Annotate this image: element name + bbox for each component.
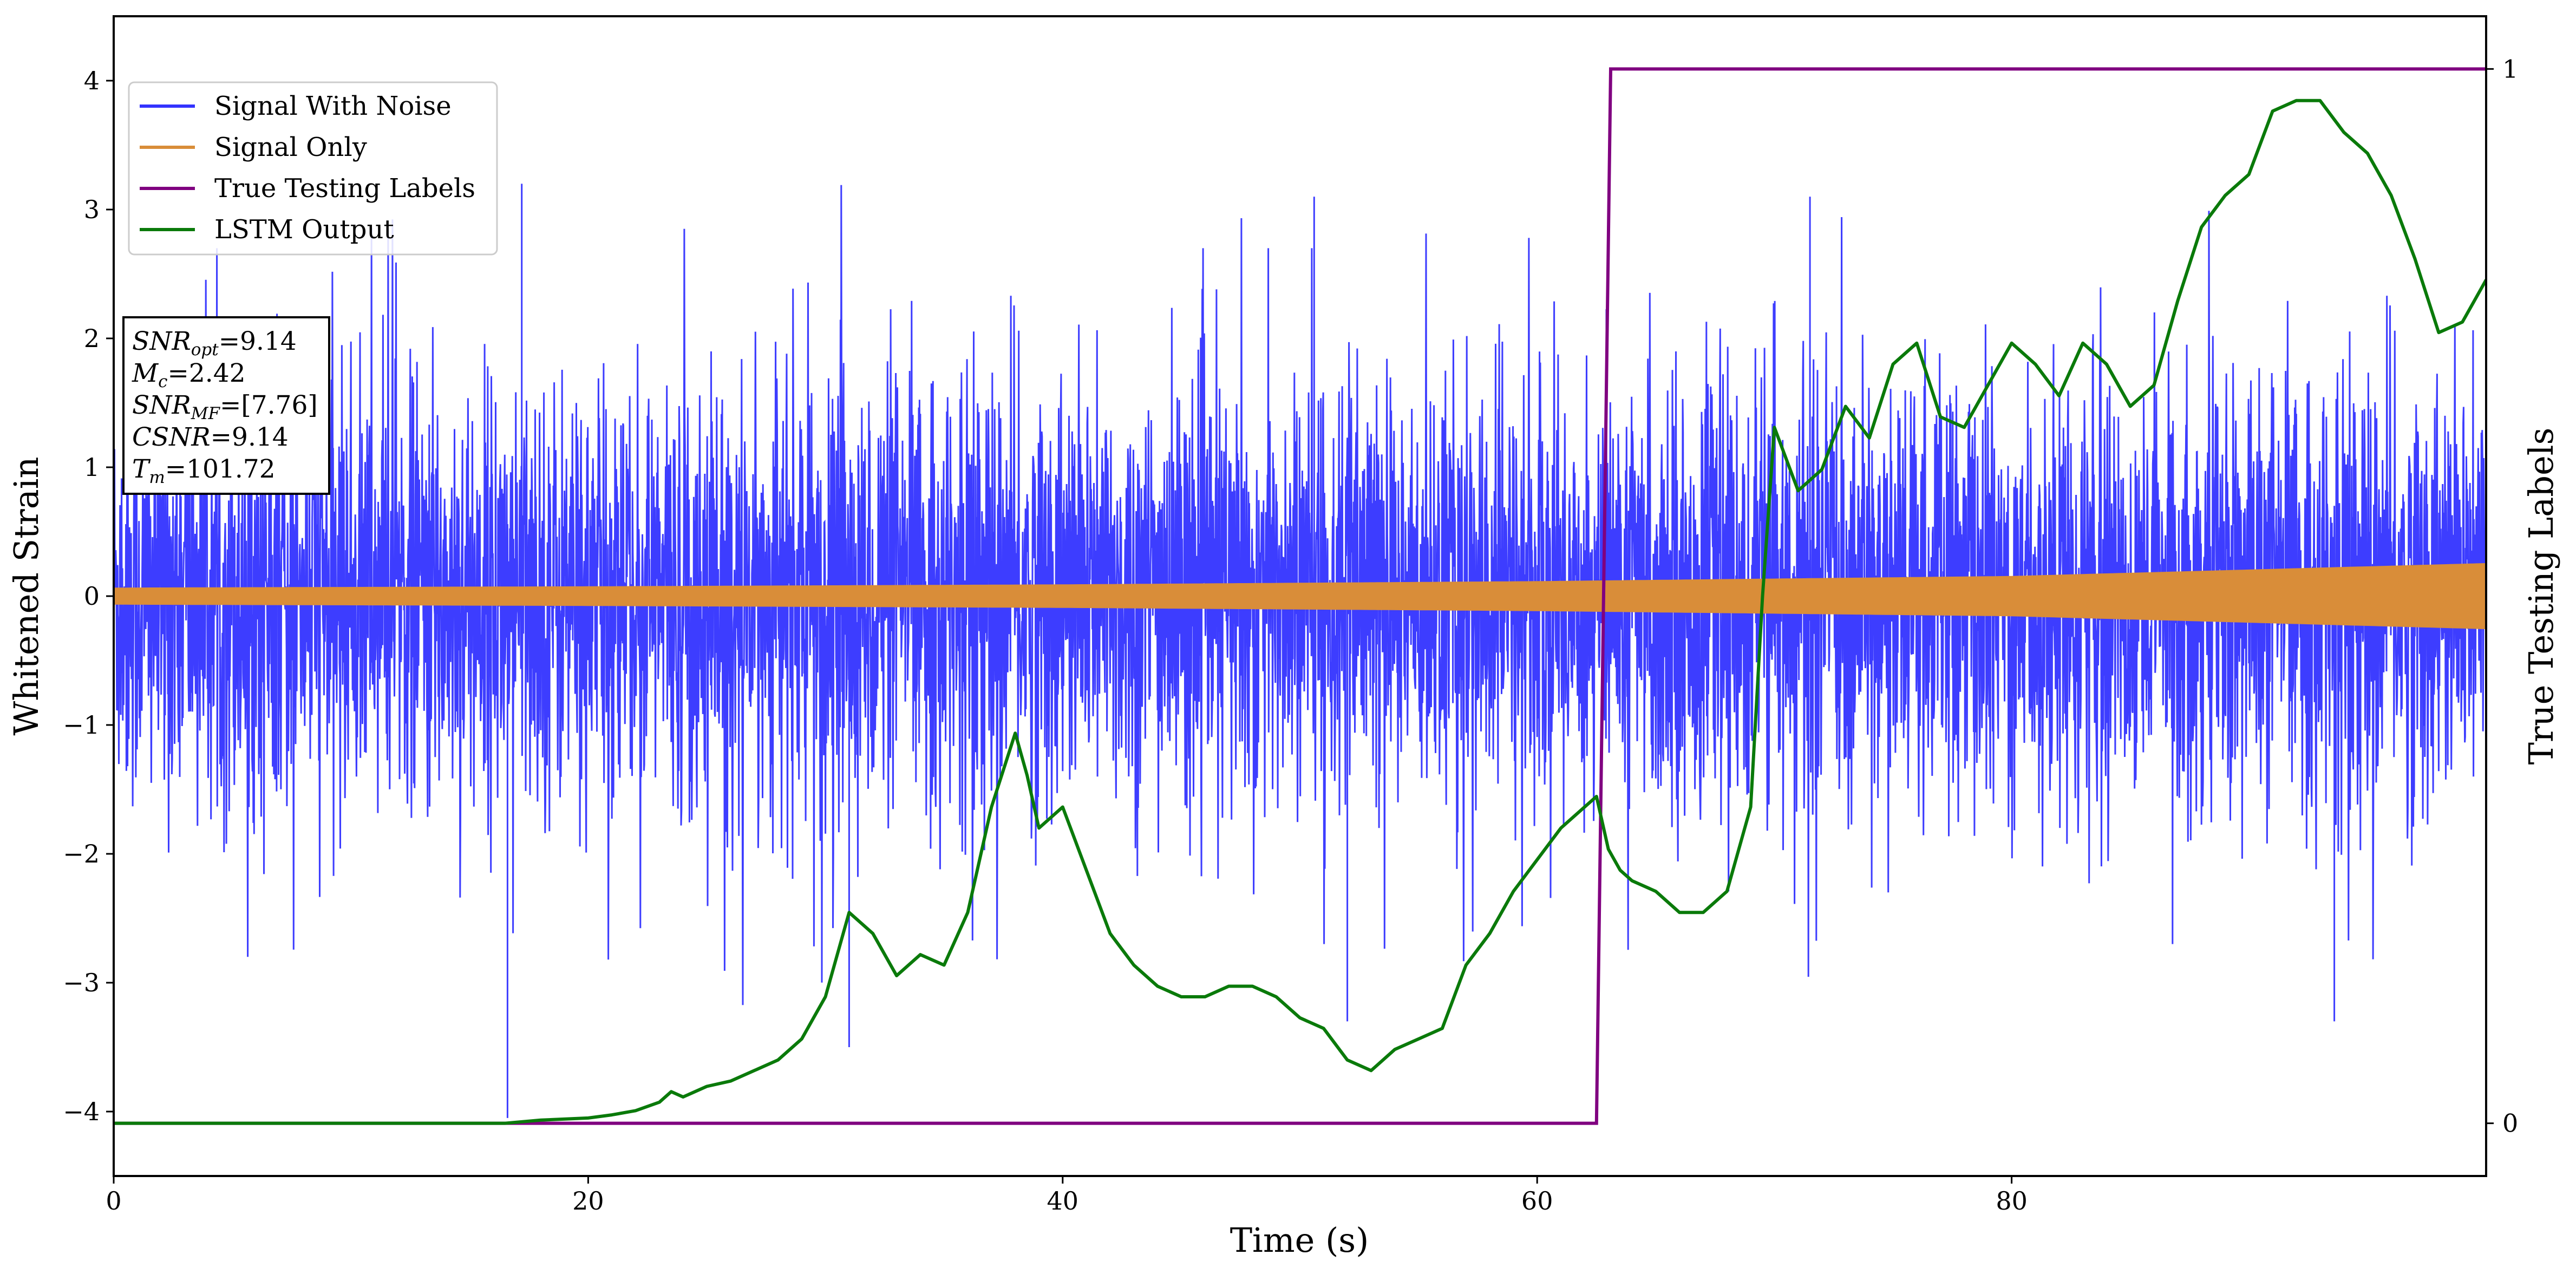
y-tick-label: 2 [84,324,100,353]
y-tick-label: 4 [84,66,100,95]
x-tick-label: 0 [106,1186,121,1216]
y-tick-label: 3 [84,195,100,224]
true-labels-line [114,67,2486,1125]
true-testing-labels-series [114,67,2486,1125]
stats-line: SNRMF=[7.76] [132,390,318,423]
stats-line: Mc=2.42 [132,358,246,391]
y-tick-label: 0 [84,582,100,611]
y-tick-label: −1 [63,710,100,740]
y-tick-label: −3 [63,968,100,997]
x-axis: 0 20 40 60 80 [106,1176,2028,1216]
x-tick-label: 20 [572,1186,604,1216]
y-tick-label: 1 [84,453,100,482]
y-tick-label: −2 [63,839,100,868]
signal-only-band [114,563,2486,630]
x-tick-label: 60 [1521,1186,1553,1216]
x-axis-title: Time (s) [1230,1220,1369,1260]
y-axis-title: Whitened Strain [6,457,46,736]
stats-line: Tm=101.72 [132,454,276,487]
x-tick-label: 40 [1047,1186,1079,1216]
stats-line: CSNR=9.14 [132,422,289,452]
lstm-output-line [114,99,2486,1125]
stats-line: SNRopt=9.14 [132,326,297,360]
legend-label: True Testing Labels [214,173,475,204]
legend-label: LSTM Output [214,214,394,245]
y-axis-left: −4 −3 −2 −1 0 1 2 3 4 [63,66,114,1126]
lstm-output-series [114,99,2486,1125]
y2-tick-label: 0 [2502,1109,2518,1138]
stats-annotation: SNRopt=9.14Mc=2.42SNRMF=[7.76]CSNR=9.14T… [122,316,330,495]
x-tick-label: 80 [1996,1186,2028,1216]
legend-label: Signal With Noise [214,91,452,121]
y2-tick-label: 1 [2502,54,2518,83]
y-axis-right: 01 [2486,54,2518,1138]
y-tick-label: −4 [63,1097,100,1126]
legend-label: Signal Only [214,132,367,162]
signal-only-series [114,563,2486,630]
legend: Signal With Noise Signal Only True Testing… [128,81,498,256]
y2-axis-title: True Testing Labels [2521,428,2561,765]
